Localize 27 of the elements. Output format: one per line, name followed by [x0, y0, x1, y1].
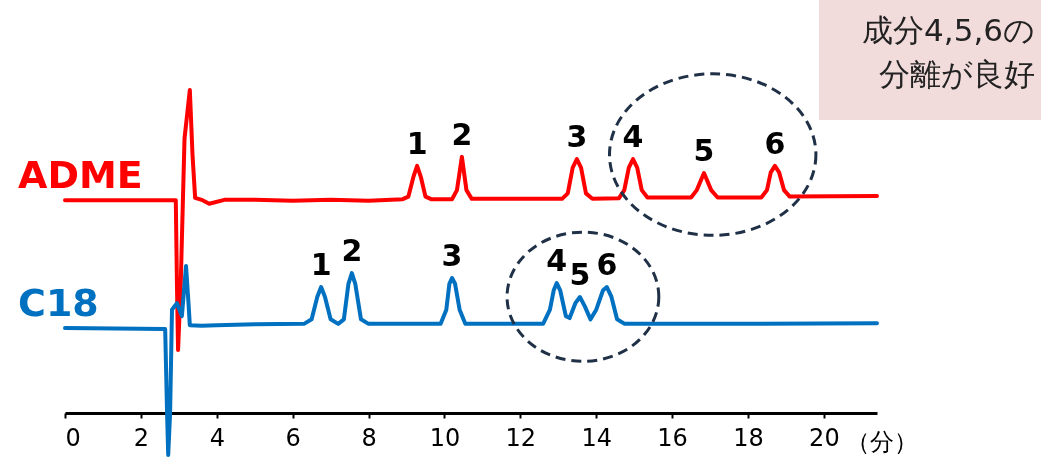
series-label: ADME	[18, 153, 143, 198]
annotation: 2	[451, 116, 473, 152]
annotation: 4	[622, 119, 644, 155]
annotation: 5	[693, 133, 715, 169]
series-label: C18	[18, 281, 99, 326]
x-tick-label: 12	[505, 423, 537, 452]
annotation: 2	[341, 233, 363, 269]
x-tick-label: 2	[133, 423, 150, 452]
x-tick-label: 4	[209, 423, 225, 452]
x-tick-label: 10	[429, 423, 461, 452]
x-tick-label: 0	[65, 423, 81, 452]
annotation: 6	[596, 247, 618, 283]
annotation: 3	[441, 237, 463, 273]
x-tick-label: 18	[733, 423, 764, 452]
annotation: 5	[569, 257, 591, 293]
x-tick-label: 8	[361, 423, 377, 452]
annotation: 1	[406, 125, 428, 161]
annotation: 3	[566, 119, 588, 155]
x-axis-title: （分）	[846, 427, 919, 456]
annotation: 6	[764, 125, 786, 161]
annotation: 4	[546, 243, 568, 279]
x-tick-label: 14	[581, 423, 612, 452]
x-tick-label: 6	[285, 423, 301, 452]
annotation: 1	[310, 247, 332, 283]
x-tick-label: 16	[657, 423, 688, 452]
x-tick-label: 20	[809, 423, 840, 452]
annotation: 成分4,5,6の分離が良好	[819, 0, 1041, 120]
